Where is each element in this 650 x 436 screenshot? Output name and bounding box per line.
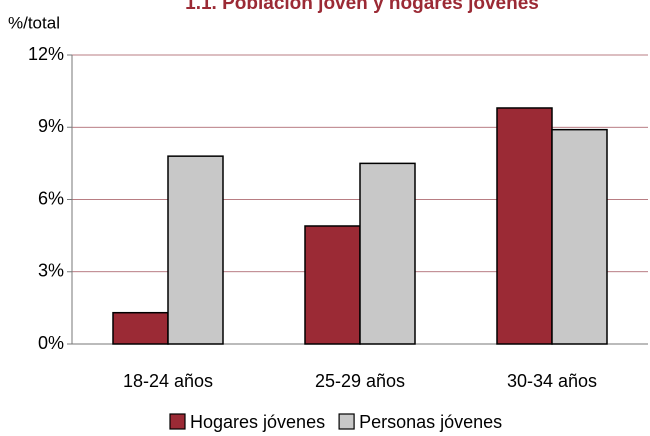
x-tick-label: 25-29 años (315, 371, 405, 391)
y-tick-label: 12% (28, 44, 64, 64)
bar (551, 128, 608, 345)
y-tick-label: 6% (38, 188, 64, 208)
bar (167, 155, 224, 345)
y-tick-label: 9% (38, 116, 64, 136)
bar (112, 311, 169, 345)
y-axis-label: %/total (8, 13, 60, 32)
legend-label: Personas jóvenes (359, 412, 502, 432)
y-tick-label: 3% (38, 261, 64, 281)
chart-title: 1.1. Población joven y hogares jóvenes (185, 0, 539, 14)
y-tick-label: 0% (38, 333, 64, 353)
x-tick-label: 30-34 años (507, 371, 597, 391)
bar (359, 162, 416, 345)
legend-swatch (338, 413, 355, 430)
bar (304, 225, 361, 345)
bar (496, 107, 553, 345)
legend-label: Hogares jóvenes (190, 412, 325, 432)
legend-swatch (169, 413, 186, 430)
x-tick-label: 18-24 años (123, 371, 213, 391)
